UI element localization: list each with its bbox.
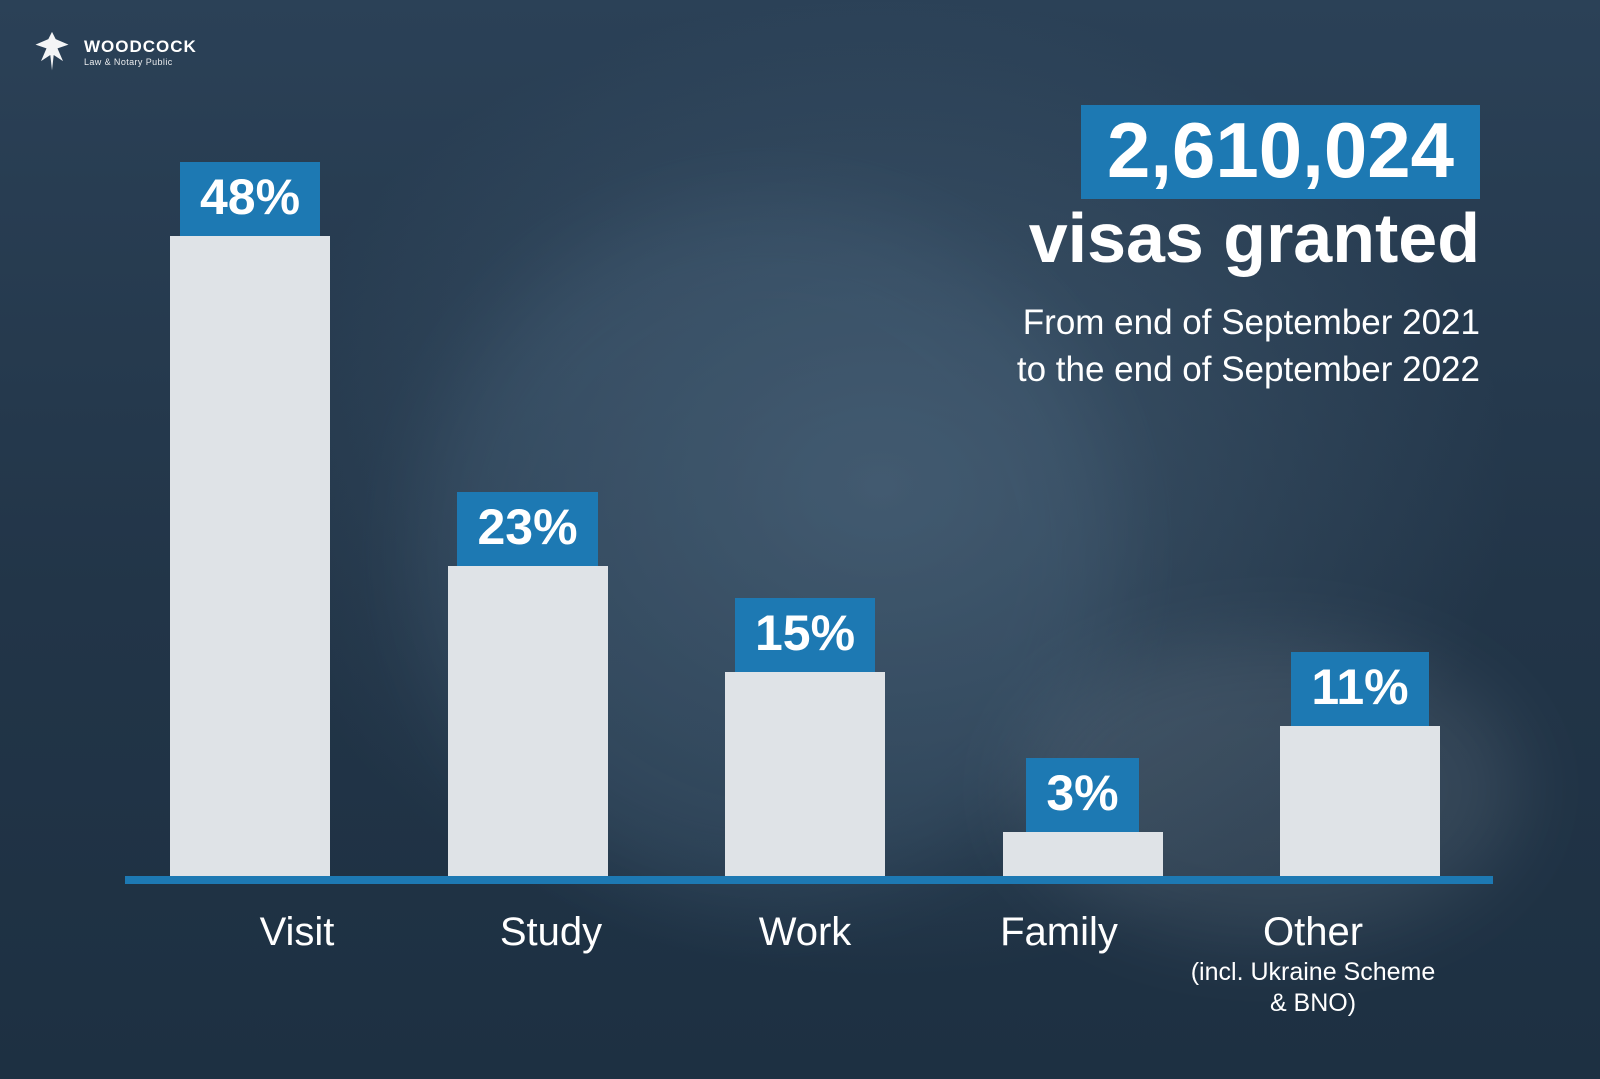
brand-tagline: Law & Notary Public [84, 57, 197, 67]
infographic-canvas: WOODCOCK Law & Notary Public 2,610,024 v… [0, 0, 1600, 1079]
x-label-work: Work [678, 910, 932, 1020]
bird-icon [30, 30, 74, 74]
brand-name: WOODCOCK [84, 37, 197, 57]
bar [725, 672, 885, 876]
x-label-text: Work [678, 910, 932, 955]
pct-label: 23% [457, 492, 597, 566]
bar [170, 236, 330, 876]
chart-baseline [125, 876, 1493, 884]
pct-label: 15% [735, 598, 875, 672]
bar-col-visit: 48% [170, 162, 330, 876]
x-label-other: Other(incl. Ukraine Scheme& BNO) [1186, 910, 1440, 1020]
date-range: From end of September 2021 to the end of… [1017, 299, 1480, 394]
x-label-text: Family [932, 910, 1186, 955]
date-range-line1: From end of September 2021 [1023, 303, 1480, 342]
bar-col-work: 15% [725, 598, 885, 876]
pct-label: 3% [1026, 758, 1138, 832]
pct-label: 48% [180, 162, 320, 236]
brand-logo: WOODCOCK Law & Notary Public [30, 30, 197, 74]
bar [1280, 726, 1440, 876]
x-label-visit: Visit [170, 910, 424, 1020]
date-range-line2: to the end of September 2022 [1017, 350, 1480, 389]
visas-granted-label: visas granted [1017, 203, 1480, 273]
bar [448, 566, 608, 876]
x-label-family: Family [932, 910, 1186, 1020]
total-visas-box: 2,610,024 [1081, 105, 1480, 199]
headline-block: 2,610,024 visas granted From end of Sept… [1017, 105, 1480, 394]
bar-col-other: 11% [1280, 652, 1440, 876]
x-label-text: Visit [170, 910, 424, 955]
x-label-subtext: (incl. Ukraine Scheme& BNO) [1186, 957, 1440, 1020]
x-label-text: Study [424, 910, 678, 955]
pct-label: 11% [1291, 652, 1428, 726]
brand-text: WOODCOCK Law & Notary Public [84, 37, 197, 67]
bar-col-study: 23% [448, 492, 608, 876]
bar-col-family: 3% [1003, 758, 1163, 876]
x-label-study: Study [424, 910, 678, 1020]
x-axis-labels: VisitStudyWorkFamilyOther(incl. Ukraine … [170, 910, 1440, 1020]
x-label-text: Other [1186, 910, 1440, 955]
bar [1003, 832, 1163, 876]
